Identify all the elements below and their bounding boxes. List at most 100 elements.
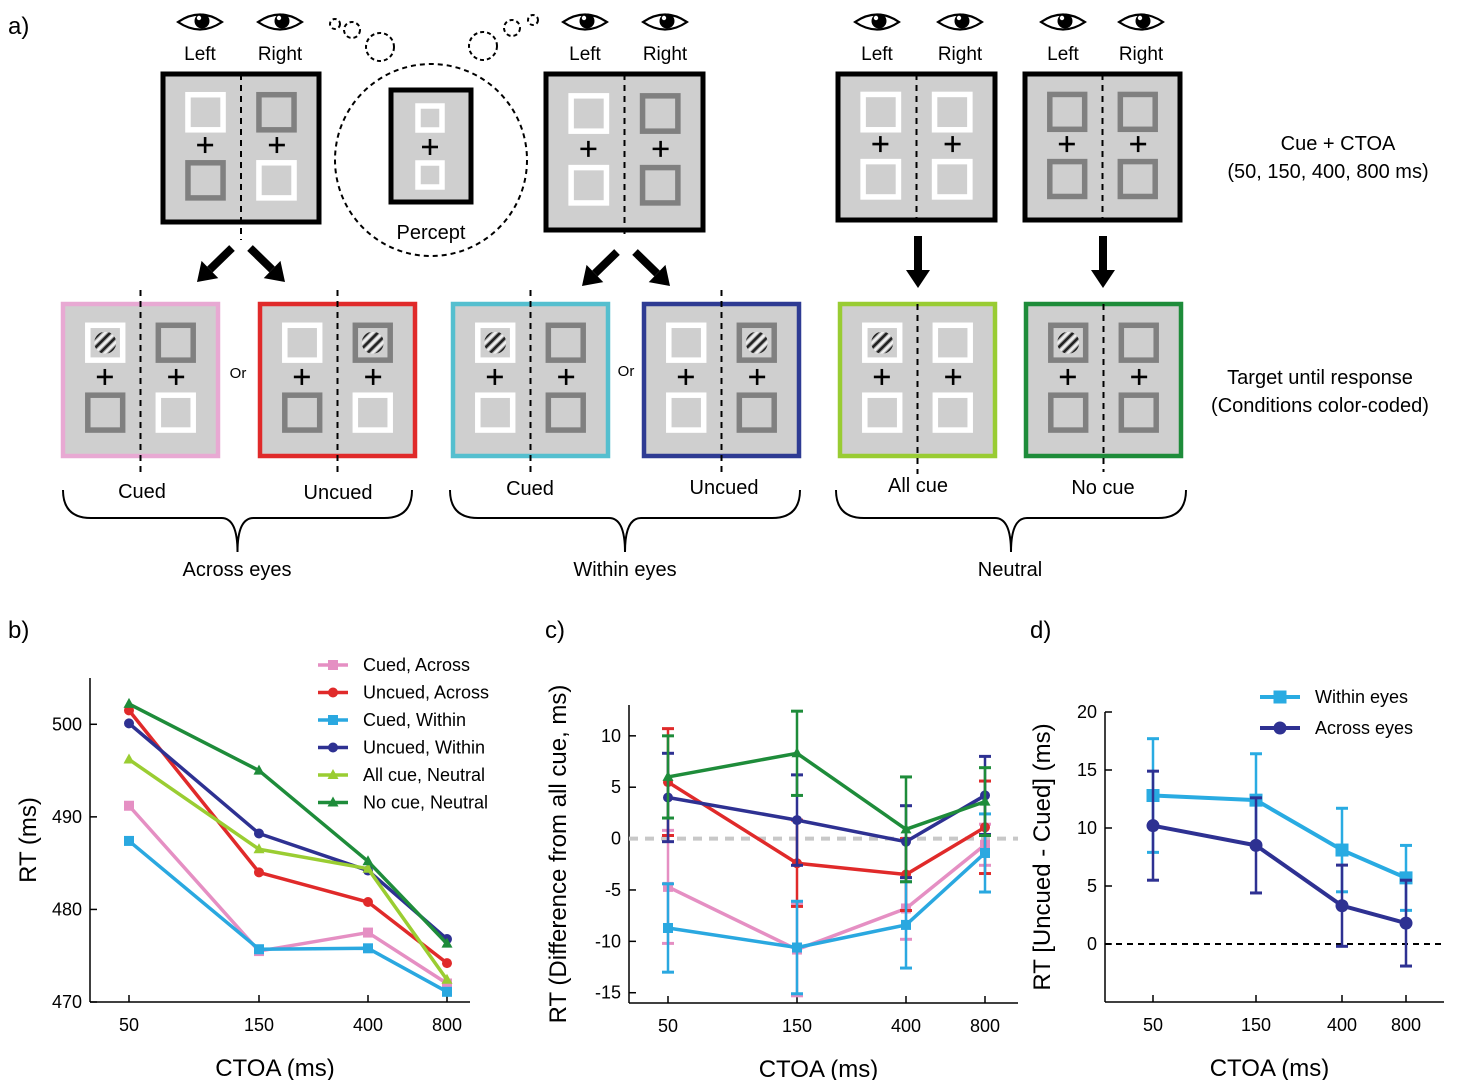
legend-swatch-marker (328, 687, 338, 698)
x-tick-label: 150 (1241, 1015, 1271, 1035)
series-line (1152, 823, 1407, 926)
target-title: Target until response (1227, 367, 1413, 389)
placeholder-box (352, 322, 393, 363)
legend-swatch-marker (1273, 690, 1287, 704)
data-point (363, 943, 373, 954)
legend-entry-no-cue-neutral: No cue, Neutral (318, 793, 488, 813)
placeholder-box (85, 322, 126, 363)
y-tick-label: 480 (52, 899, 82, 919)
data-point (253, 764, 265, 775)
legend-label: Uncued, Across (363, 683, 489, 703)
legend: Cued, Across Uncued, Across Cued, Within Un… (318, 655, 489, 813)
y-tick-label: 0 (1087, 934, 1097, 954)
chart-panel-d: d) 0 5 10 15 20 50 150 400 800 CTOA (ms) RT [Uncued… (1029, 617, 1444, 1080)
data-point (901, 919, 911, 930)
placeholder-box (545, 392, 586, 433)
panel-a: a) Left Right Left Right Left Right Left Right Pe… (8, 13, 1429, 581)
group-label-across-eyes: Across eyes (183, 559, 292, 581)
eye-pupil (954, 13, 970, 29)
y-tick-label: 500 (52, 714, 82, 734)
data-point (442, 986, 452, 997)
legend-label: All cue, Neutral (363, 765, 485, 785)
y-tick-label: -15 (595, 983, 621, 1003)
placeholder-box (1047, 158, 1088, 200)
cue-display-none (1022, 71, 1183, 223)
x-tick-label: 400 (1327, 1015, 1357, 1035)
legend-entry-uncued-across: Uncued, Across (318, 683, 489, 703)
placeholder-box (545, 322, 586, 363)
target-cued-within (450, 290, 611, 474)
data-point (900, 823, 912, 834)
placeholder-box (860, 158, 902, 200)
data-point (441, 973, 453, 984)
placeholder-box (568, 164, 610, 206)
placeholder-box (932, 392, 973, 433)
placeholder-box (931, 91, 973, 133)
left-eye-icon (1039, 13, 1087, 31)
eye-right-label: Right (258, 44, 303, 65)
right-eye-icon (641, 13, 689, 31)
series-line (127, 709, 449, 965)
brace-neutral (835, 489, 1187, 553)
placeholder-box (155, 392, 196, 433)
y-tick-label: 490 (52, 807, 82, 827)
placeholder-box (185, 91, 226, 133)
fixation-cross (197, 137, 214, 154)
placeholder-box (155, 322, 196, 363)
legend-label: Cued, Across (363, 655, 470, 675)
data-point (362, 862, 374, 873)
panel-label: d) (1030, 617, 1051, 644)
placeholder-box (639, 164, 681, 206)
data-point (1146, 819, 1160, 833)
placeholder-box (862, 392, 903, 433)
fixation-cross (580, 140, 597, 157)
placeholder-box (475, 322, 516, 363)
data-point (1399, 916, 1413, 930)
placeholder-box (256, 160, 297, 201)
placeholder-box (475, 392, 516, 433)
fixation-cross (945, 368, 962, 385)
fixation-cross (168, 368, 185, 385)
x-tick-label: 800 (970, 1016, 1000, 1036)
uncued-within-label: Uncued (690, 477, 759, 499)
placeholder-box (85, 392, 126, 433)
percept-thought-bubble (329, 14, 539, 257)
eye-left-label: Left (184, 44, 216, 65)
data-point (441, 937, 453, 948)
eye-glint (661, 15, 667, 21)
all-cue-label: All cue (888, 475, 948, 497)
group-label-neutral: Neutral (978, 559, 1042, 581)
eye-glint (956, 15, 962, 21)
data-point (363, 927, 373, 938)
x-tick-label: 800 (432, 1015, 462, 1035)
series-line (667, 793, 986, 844)
percept-box (415, 160, 445, 190)
series-across-eyes (1146, 769, 1413, 968)
y-tick-label: 10 (1077, 818, 1097, 838)
target-cued-across (60, 290, 221, 476)
series-line (667, 780, 986, 877)
or-label-across: Or (230, 365, 247, 382)
legend-entry-within-eyes: Within eyes (1260, 687, 1408, 707)
fixation-cross (486, 368, 503, 385)
data-point (362, 855, 374, 866)
placeholder-box (931, 158, 973, 200)
arrow-to-all-cue (906, 236, 930, 288)
x-tick-label: 400 (353, 1015, 383, 1035)
percept-box (415, 103, 445, 133)
placeholder-box (862, 322, 903, 363)
series-within-eyes (1146, 737, 1413, 912)
eye-right-label: Right (1119, 44, 1164, 65)
fixation-cross (873, 368, 890, 385)
chart-panel-c: c) -15 -10 -5 0 5 10 50 150 400 800 CTOA (ms) RT (Di… (545, 617, 1018, 1080)
fixation-cross (677, 368, 694, 385)
x-tick-label: 50 (1143, 1015, 1163, 1035)
y-tick-label: 0 (611, 829, 621, 849)
arrow-to-uncued-across (247, 245, 285, 282)
series-line (667, 843, 987, 952)
y-tick-label: 20 (1077, 702, 1097, 722)
or-label-within: Or (618, 363, 635, 380)
data-point (1249, 838, 1263, 852)
cue-display-across (160, 71, 322, 240)
cue-display-within (543, 71, 706, 238)
